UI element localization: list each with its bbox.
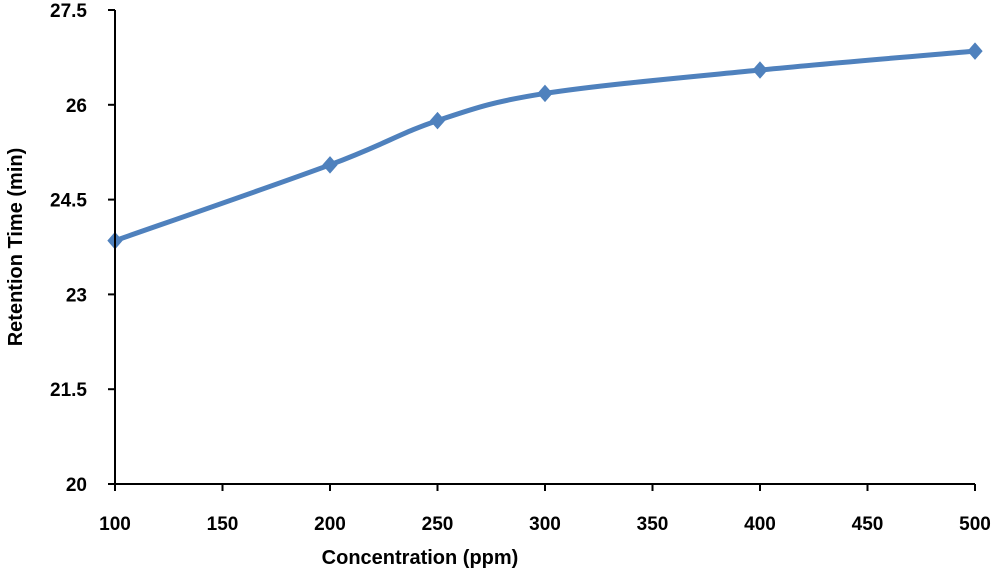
data-point-marker <box>322 156 338 174</box>
y-tick-label: 21.5 <box>50 380 87 401</box>
x-axis-ticks: 100 150 200 250 300 350 400 450 500 <box>99 484 991 535</box>
x-tick-label: 250 <box>422 514 454 535</box>
y-axis-ticks: 20 21.5 23 24.5 26 27.5 <box>50 1 115 496</box>
y-tick-label: 27.5 <box>50 1 87 22</box>
y-tick-label: 23 <box>66 285 87 306</box>
x-tick-label: 450 <box>852 514 884 535</box>
data-point-marker <box>967 42 983 60</box>
y-tick-label: 24.5 <box>50 191 87 212</box>
data-point-marker <box>752 61 768 79</box>
y-axis-title: Retention Time (min) <box>5 148 27 347</box>
series-line <box>112 48 978 244</box>
y-tick-label: 20 <box>66 475 87 496</box>
x-tick-label: 100 <box>99 514 131 535</box>
y-tick-label: 26 <box>66 96 87 117</box>
x-tick-label: 300 <box>529 514 561 535</box>
x-tick-label: 400 <box>744 514 776 535</box>
series-layer <box>107 42 983 250</box>
data-point-marker <box>429 111 446 130</box>
x-tick-label: 200 <box>314 514 346 535</box>
x-tick-label: 150 <box>207 514 239 535</box>
x-axis-title: Concentration (ppm) <box>322 547 519 569</box>
x-tick-label: 500 <box>959 514 991 535</box>
x-tick-label: 350 <box>637 514 669 535</box>
data-point-marker <box>537 84 553 103</box>
